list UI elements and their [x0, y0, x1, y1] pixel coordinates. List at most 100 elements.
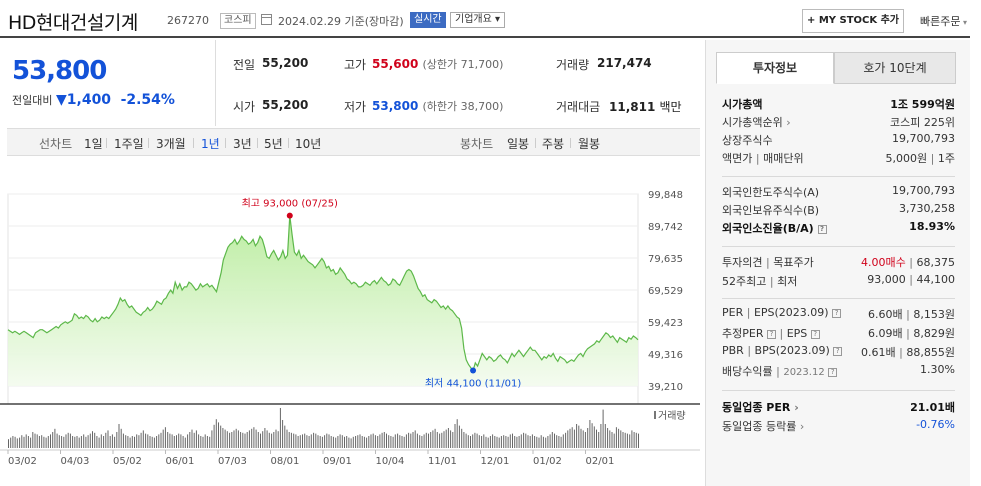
period-1d[interactable]: 1일: [84, 137, 103, 151]
volume-bar: [164, 427, 166, 448]
y-tick-label: 49,316: [648, 350, 683, 361]
divider: [106, 138, 107, 148]
volume-bar: [56, 433, 58, 448]
volume-bar: [118, 424, 120, 448]
volume-legend-icon: [654, 411, 656, 419]
x-tick-label: 09/01: [323, 456, 352, 467]
help-icon[interactable]: ?: [833, 347, 843, 356]
volume-bar: [607, 428, 609, 448]
volume-bar: [229, 432, 231, 448]
period-1w[interactable]: 1주일: [114, 137, 144, 151]
volume-bar: [425, 432, 427, 448]
chevron-down-icon: ▾: [960, 18, 968, 27]
volume-bar: [505, 436, 507, 448]
help-icon[interactable]: ?: [817, 225, 827, 234]
stock-name: HD현대건설기계: [8, 12, 138, 34]
volume-bar: [379, 434, 381, 448]
volume-bar: [326, 433, 328, 448]
volume-bar: [248, 430, 250, 448]
volume-bar: [388, 435, 390, 448]
volume-bar: [565, 432, 567, 448]
volume-bar: [224, 429, 226, 448]
volume-bar: [512, 433, 513, 448]
price-chart[interactable]: 99,848 89,742 79,635 69,529 59,423 49,316 39,2…: [0, 160, 700, 486]
period-10y[interactable]: 10년: [295, 137, 322, 151]
divider: [193, 138, 194, 148]
volume-bar: [251, 428, 253, 448]
volume-bar: [573, 429, 575, 448]
volume-bar: [89, 433, 91, 448]
volume-bar: [180, 434, 182, 448]
volume-bar: [487, 437, 489, 448]
volume-bar: [330, 436, 332, 448]
volume-bar: [567, 430, 569, 448]
volume-bar: [556, 435, 558, 448]
volume-bar: [54, 428, 56, 448]
divider: [215, 40, 216, 126]
chart-annotations: 최고 93,000 (07/25) 최저 44,100 (11/01): [242, 198, 522, 390]
quote-date: 2024.02.29 기준(장마감): [278, 15, 404, 28]
volume-bar: [474, 432, 476, 448]
corp-overview-dropdown[interactable]: 기업개요 ▾: [450, 12, 506, 28]
volume-bar: [295, 434, 297, 448]
volume-bar: [41, 435, 43, 448]
y-tick-label: 39,210: [648, 382, 683, 393]
volume-bar: [8, 439, 9, 448]
volume-bar: [386, 433, 387, 448]
volume-bar: [602, 409, 604, 448]
help-icon[interactable]: ?: [810, 330, 820, 339]
period-5y[interactable]: 5년: [264, 137, 283, 151]
volume-bar: [412, 432, 414, 448]
y-axis-labels: 99,848 89,742 79,635 69,529 59,423 49,316 39,2…: [648, 190, 683, 393]
volume-bar: [571, 427, 573, 448]
divider: [288, 138, 289, 148]
tab-orderbook[interactable]: 호가 10단계: [834, 52, 956, 84]
quick-order-button[interactable]: 빠른주문 ▾: [920, 15, 968, 28]
volume-bar: [394, 434, 396, 448]
volume-bar: [428, 433, 429, 448]
help-icon[interactable]: ?: [766, 330, 776, 339]
max-point-label: 최고 93,000 (07/25): [242, 198, 338, 210]
volume-bar: [240, 432, 242, 448]
volume-bar: [609, 430, 611, 448]
row-cap-rank[interactable]: 시가총액순위 › 코스피 225위: [722, 116, 955, 129]
row-sector-per[interactable]: 동일업종 PER › 21.01배: [722, 401, 955, 414]
help-icon[interactable]: ?: [832, 309, 842, 318]
volume-bar: [255, 429, 257, 448]
realtime-badge[interactable]: 실시간: [410, 12, 446, 28]
min-point-label: 최저 44,100 (11/01): [425, 378, 521, 390]
candle-weekly[interactable]: 주봉: [542, 137, 565, 151]
volume-bar: [195, 430, 197, 448]
volume-bar: [403, 436, 405, 448]
volume-bar: [410, 433, 412, 448]
volume-bar: [306, 435, 308, 448]
period-3y[interactable]: 3년: [233, 137, 252, 151]
volume-bar: [244, 433, 246, 448]
volume-bar: [414, 430, 416, 448]
tab-invest-info[interactable]: 투자정보: [716, 52, 834, 84]
help-icon[interactable]: ?: [828, 368, 838, 377]
volume-bar: [204, 434, 206, 448]
volume-bar: [153, 437, 155, 448]
row-sector-change[interactable]: 동일업종 등락률 › -0.76%: [722, 418, 955, 433]
volume-bar: [290, 432, 292, 448]
volume-bar: [443, 431, 445, 448]
volume-bar: [260, 433, 261, 448]
candle-monthly[interactable]: 월봉: [578, 137, 601, 151]
volume-bar: [397, 433, 399, 448]
volume-bar: [456, 419, 458, 448]
volume-bar: [85, 436, 87, 448]
volume-bar: [61, 436, 63, 448]
change-percent: -2.54%: [120, 92, 175, 108]
period-3m[interactable]: 3개월: [156, 137, 186, 151]
volume-bar: [447, 428, 449, 448]
volume-bar: [434, 428, 436, 448]
row-shares: 상장주식수 19,700,793: [722, 132, 955, 147]
candle-daily[interactable]: 일봉: [507, 137, 530, 151]
volume-bar: [160, 432, 162, 448]
add-mystock-button[interactable]: + MY STOCK 추가: [802, 9, 904, 33]
x-tick-label: 08/01: [271, 456, 300, 467]
period-1y[interactable]: 1년: [201, 137, 220, 151]
volume-bar: [405, 434, 407, 448]
volume-bar: [545, 437, 547, 448]
